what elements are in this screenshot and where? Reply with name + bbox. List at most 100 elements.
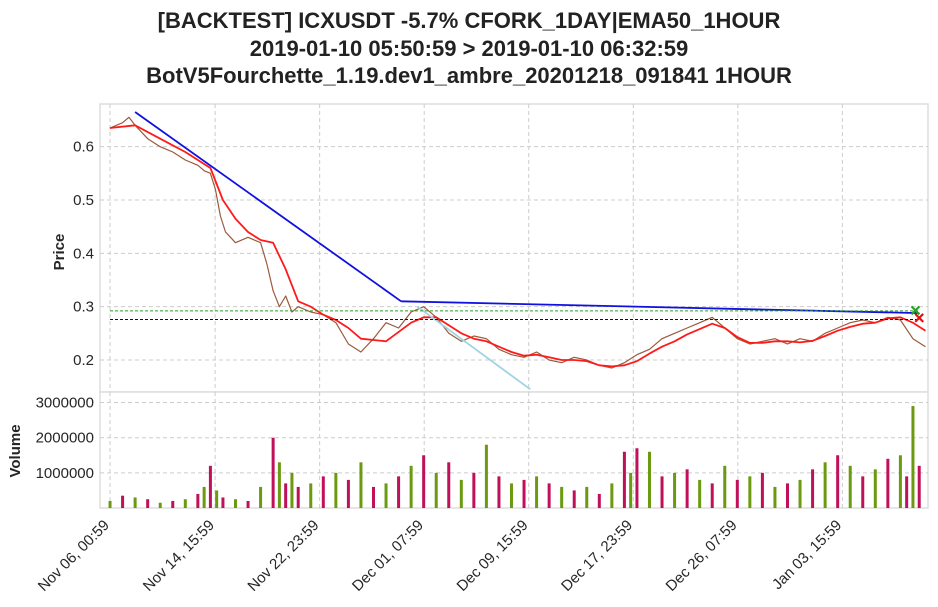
volume-bar: [811, 469, 815, 508]
volume-bar: [635, 448, 639, 508]
x-tick-label: Jan 03, 15:59: [769, 517, 845, 593]
volume-bar: [848, 465, 852, 508]
volume-y-tick-label: 3000000: [36, 395, 94, 412]
volume-bar: [196, 493, 200, 508]
volume-bar: [290, 472, 294, 508]
x-tick-label: Dec 26, 07:59: [663, 517, 741, 595]
volume-bar: [535, 476, 539, 508]
x-tick-label: Dec 09, 15:59: [454, 517, 532, 595]
price-y-tick-label: 0.4: [73, 245, 94, 262]
volume-bar: [133, 497, 137, 508]
volume-bar: [259, 486, 263, 508]
volume-panel: 1000000 2000000 3000000 Volume: [7, 391, 929, 509]
volume-bar: [221, 497, 225, 508]
x-axis-ticks: Nov 06, 00:59 Nov 14, 15:59 Nov 22, 23:59 D…: [35, 517, 845, 595]
volume-bar: [785, 483, 789, 508]
volume-bar: [660, 476, 664, 508]
price-y-tick-label: 0.6: [73, 139, 94, 156]
volume-bar: [296, 486, 300, 508]
volume-bar: [121, 495, 125, 508]
x-tick-label: Dec 17, 23:59: [558, 517, 636, 595]
volume-bar: [215, 490, 219, 508]
price-series-group: [109, 111, 926, 391]
volume-bar: [698, 479, 702, 508]
volume-bar: [873, 469, 877, 508]
x-tick-label: Dec 01, 07:59: [349, 517, 427, 595]
volume-bar: [760, 472, 764, 508]
volume-bar: [397, 476, 401, 508]
buy-marker: [910, 305, 921, 316]
volume-bar: [484, 444, 488, 508]
volume-bar: [917, 465, 921, 508]
volume-bar: [673, 472, 677, 508]
chart-title-line-1: [BACKTEST] ICXUSDT -5.7% CFORK_1DAY|EMA5…: [157, 8, 781, 33]
volume-bar: [748, 476, 752, 508]
volume-bar: [629, 472, 633, 508]
volume-bar: [202, 486, 206, 508]
volume-bar: [861, 476, 865, 508]
volume-bar: [158, 502, 162, 508]
x-tick-label: Nov 22, 23:59: [244, 517, 322, 595]
volume-bar: [560, 486, 564, 508]
volume-bar: [271, 437, 275, 508]
volume-bar: [447, 462, 451, 508]
series-trend-light-line: [416, 305, 531, 391]
volume-bar: [911, 406, 915, 508]
volume-y-tick-label: 2000000: [36, 430, 94, 447]
volume-bar: [277, 462, 281, 508]
volume-bar: [836, 455, 840, 508]
volume-grid: [100, 392, 928, 508]
volume-bar: [246, 500, 250, 508]
volume-bar: [610, 483, 614, 508]
x-tick-label: Nov 14, 15:59: [140, 517, 218, 595]
volume-y-tick-label: 1000000: [36, 465, 94, 482]
volume-bar: [497, 476, 501, 508]
volume-bar: [798, 479, 802, 508]
volume-bar: [384, 483, 388, 508]
price-grid: [100, 104, 928, 392]
volume-bar: [547, 483, 551, 508]
volume-bar: [309, 483, 313, 508]
volume-bar: [459, 479, 463, 508]
volume-bar: [334, 472, 338, 508]
series-ema50-line: [109, 124, 926, 368]
volume-bar: [710, 483, 714, 508]
volume-bar: [886, 458, 890, 508]
volume-bar: [723, 465, 727, 508]
series-price-line: [109, 116, 926, 369]
volume-bar: [346, 479, 350, 508]
sell-marker: [914, 313, 924, 323]
volume-bar: [208, 465, 212, 508]
volume-bar: [321, 476, 325, 508]
price-y-tick-label: 0.3: [73, 299, 94, 316]
volume-bar: [284, 483, 288, 508]
volume-bar: [622, 451, 626, 508]
series-trend-down-line: [134, 111, 402, 303]
volume-bar: [472, 472, 476, 508]
volume-bar: [371, 486, 375, 508]
price-y-tick-label: 0.2: [73, 352, 94, 369]
volume-bar: [359, 462, 363, 508]
volume-bar: [171, 500, 175, 508]
volume-bar: [735, 479, 739, 508]
volume-bar: [183, 499, 187, 508]
volume-bar: [898, 455, 902, 508]
volume-bar: [522, 479, 526, 508]
volume-bar: [434, 472, 438, 508]
volume-bar: [597, 493, 601, 508]
volume-bar: [108, 500, 112, 508]
volume-bar: [585, 486, 589, 508]
volume-bar: [422, 455, 426, 508]
volume-bar: [685, 469, 689, 508]
chart-title-line-2: 2019-01-10 05:50:59 > 2019-01-10 06:32:5…: [249, 36, 689, 61]
price-panel: 0.2 0.3 0.4 0.5 0.6 Price: [51, 103, 929, 393]
volume-bar: [146, 499, 150, 508]
volume-bar: [572, 490, 576, 508]
x-tick-label: Nov 06, 00:59: [35, 517, 113, 595]
chart-title-line-3: BotV5Fourchette_1.19.dev1_ambre_20201218…: [146, 63, 792, 88]
volume-bar: [233, 499, 237, 508]
price-y-tick-label: 0.5: [73, 192, 94, 209]
volume-bar: [773, 486, 777, 508]
price-markers-group: [910, 305, 924, 323]
